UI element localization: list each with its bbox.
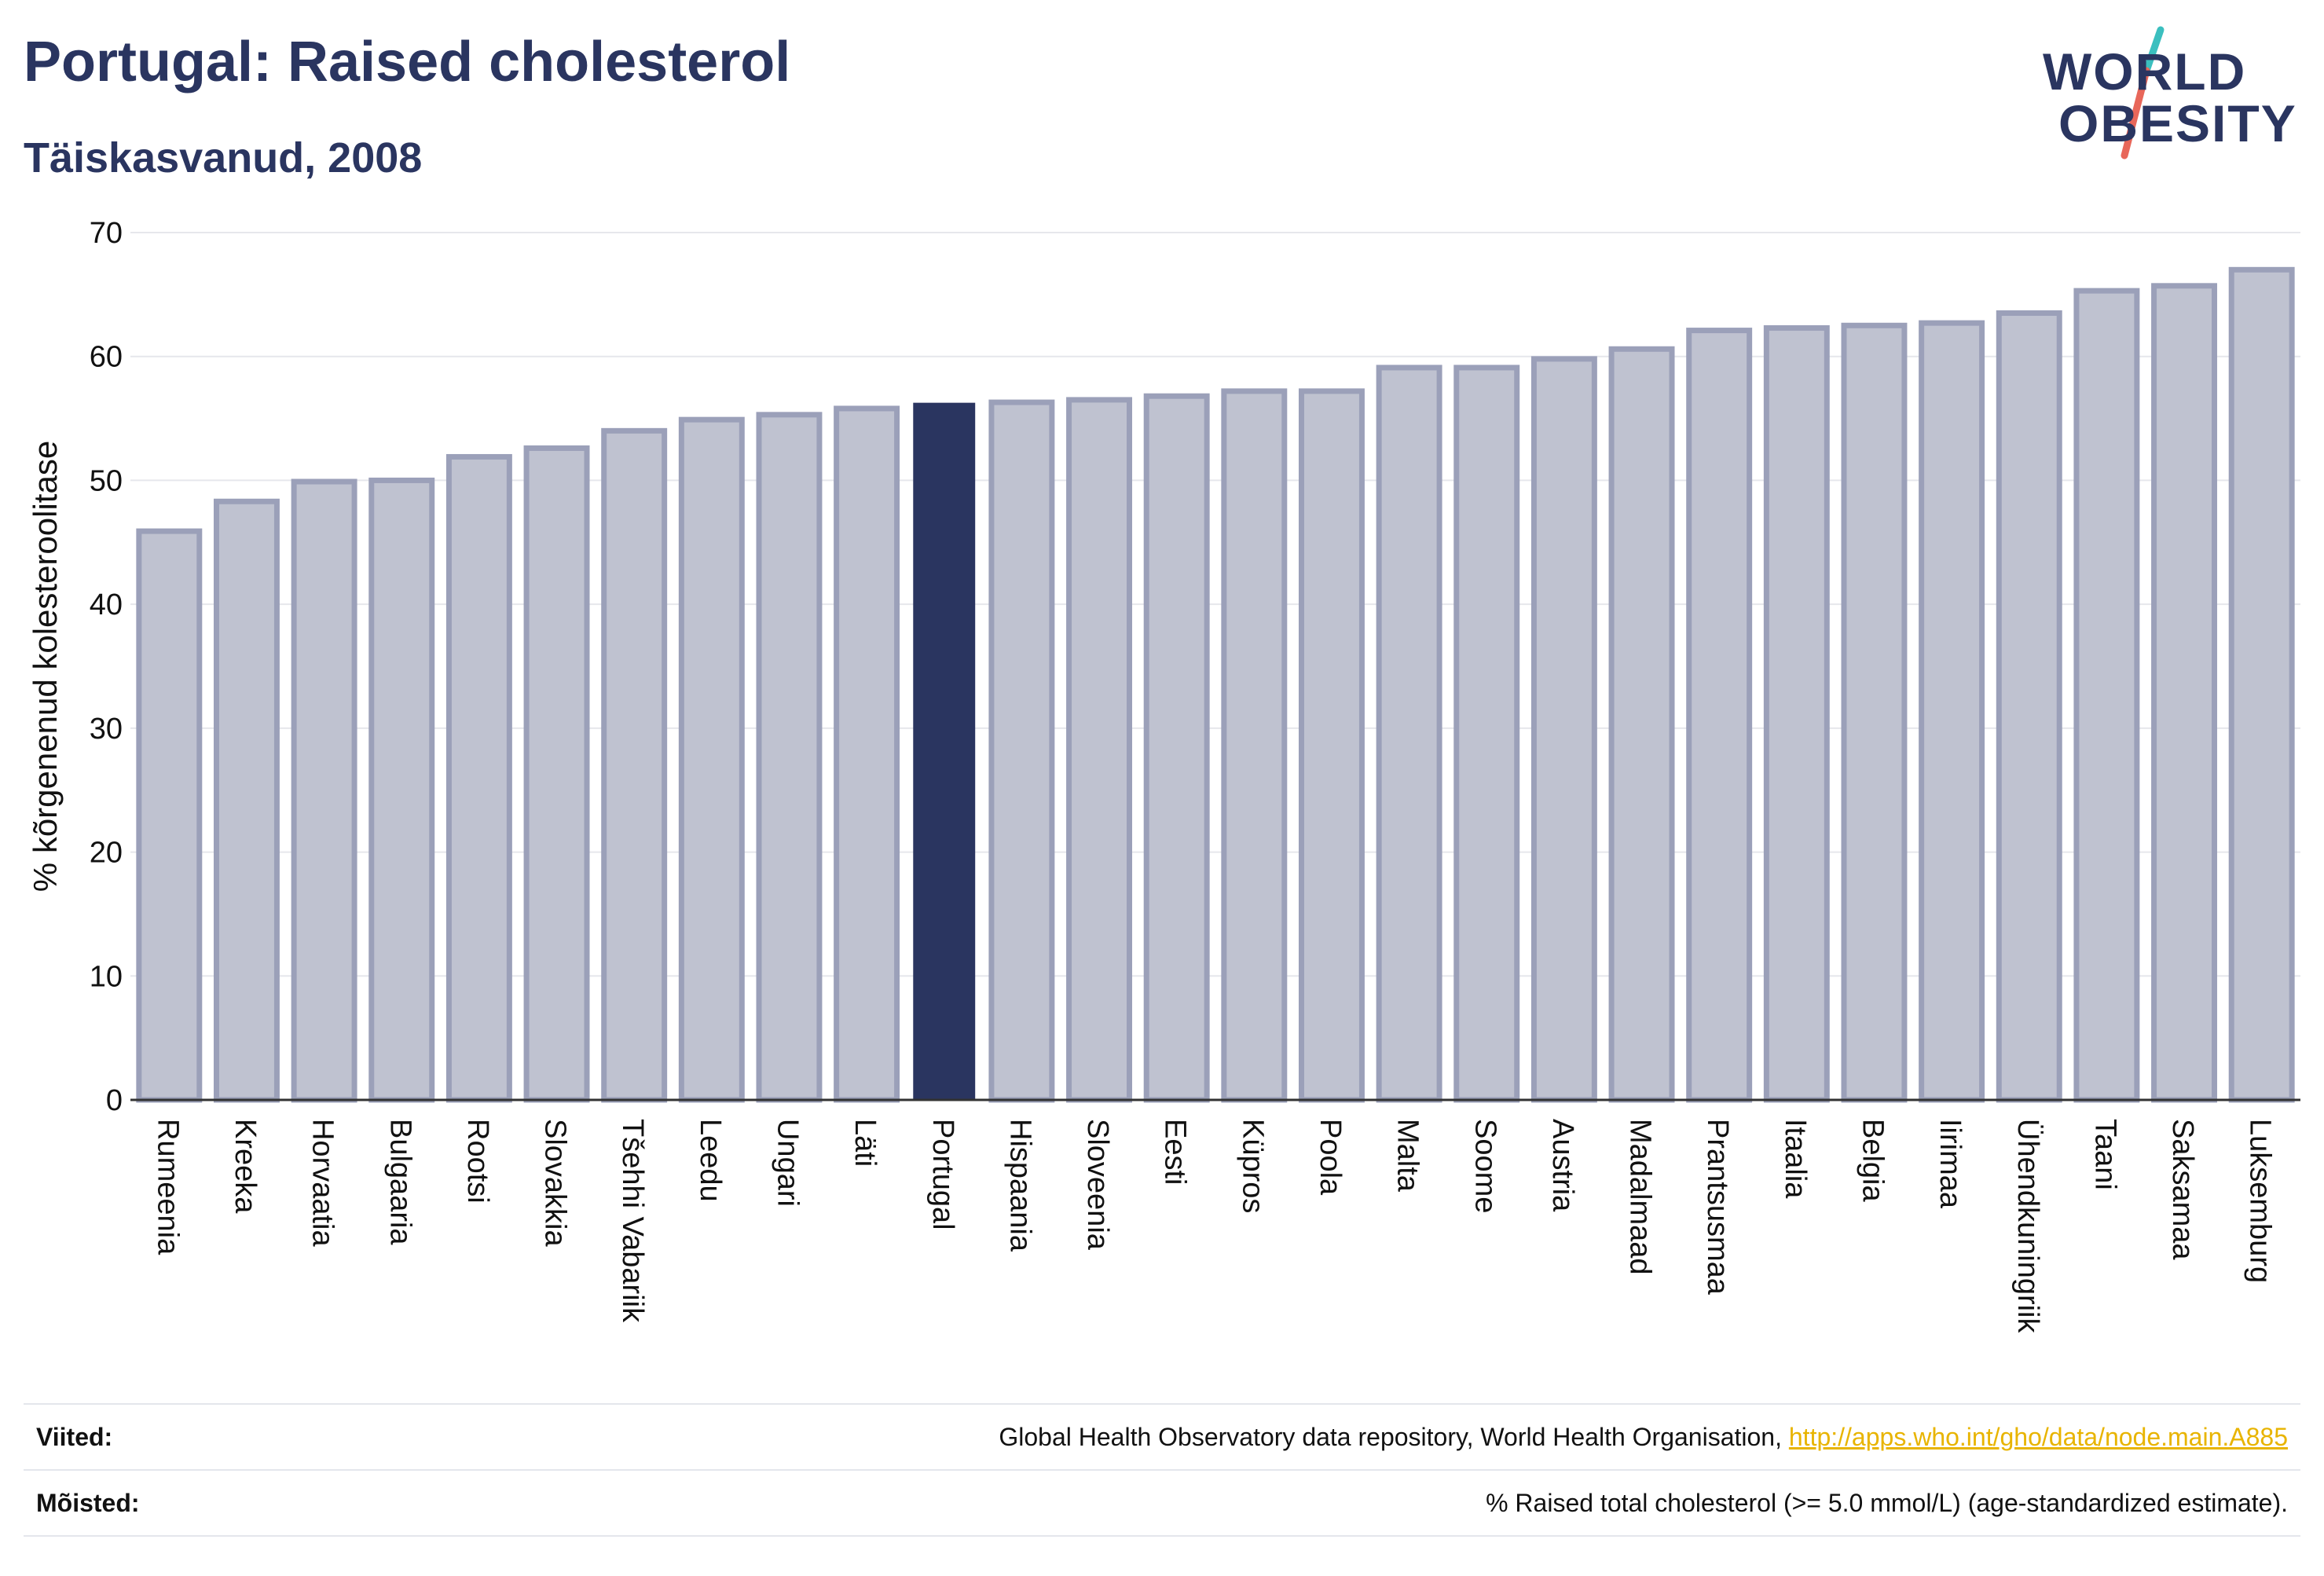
sources-text: Global Health Observatory data repositor… (999, 1422, 1782, 1451)
bar-poola (1298, 388, 1365, 1103)
x-tick-label: Hispaania (1003, 1119, 1036, 1252)
bar-austria (1530, 356, 1597, 1103)
sources-value: Global Health Observatory data repositor… (999, 1423, 2300, 1452)
definitions-value: % Raised total cholesterol (>= 5.0 mmol/… (1486, 1488, 2288, 1517)
bar-läti (834, 405, 900, 1103)
sources-label: Viited: (36, 1422, 113, 1451)
logo-slash-icon (2121, 26, 2165, 159)
footer: Viited: Global Health Observatory data r… (24, 1403, 2300, 1537)
page-title: Portugal: Raised cholesterol (24, 31, 791, 93)
y-axis-label: % kõrgenenud kolesteroolitase (27, 441, 64, 892)
bar-luksemburg (2228, 266, 2295, 1103)
bar-bulgaaria (368, 477, 435, 1103)
bar-saksamaa (2151, 283, 2218, 1103)
page-subtitle: Täiskasvanud, 2008 (24, 134, 423, 181)
footer-sources-row: Viited: Global Health Observatory data r… (24, 1405, 2300, 1469)
bar-chart: 0 10 20 30 40 50 60 70 Rumeenia Kreeka Horvaatia B… (27, 217, 2300, 1333)
x-tick-label: Prantsusmaa (1701, 1119, 1734, 1296)
bar-ühendkuningriik (1996, 310, 2062, 1103)
x-tick-label: Austria (1546, 1119, 1579, 1212)
y-tick-label: 20 (90, 837, 123, 870)
bar-eesti (1143, 393, 1210, 1103)
bar-itaalia (1763, 324, 1830, 1103)
footer-definitions-row: Mõisted: % Raised total cholesterol (>= … (24, 1469, 2300, 1537)
x-tick-label: Iirimaa (1934, 1119, 1967, 1209)
bar-küpros (1221, 388, 1288, 1103)
x-tick-label: Ungari (771, 1119, 804, 1207)
bars (136, 266, 2295, 1103)
x-tick-label: Rootsi (461, 1119, 494, 1204)
bar-rumeenia (136, 528, 203, 1103)
x-tick-label: Kreeka (229, 1119, 262, 1214)
bar-hispaania (988, 399, 1055, 1103)
y-tick-label: 50 (90, 464, 123, 497)
x-tick-label: Soome (1468, 1119, 1501, 1213)
bar-kreeka (213, 498, 280, 1103)
y-tick-label: 30 (90, 713, 123, 746)
x-tick-label: Belgia (1856, 1119, 1889, 1202)
x-axis-ticks: Rumeenia Kreeka Horvaatia Bulgaaria Rootsi Sl… (151, 1119, 2276, 1333)
bar-leedu (678, 416, 745, 1103)
bar-sloveenia (1066, 397, 1133, 1103)
bar-rootsi (445, 453, 512, 1103)
x-tick-label: Taani (2088, 1119, 2121, 1190)
bar-malta (1376, 365, 1442, 1103)
x-tick-label: Horvaatia (306, 1119, 339, 1247)
y-tick-label: 10 (90, 960, 123, 993)
x-tick-label: Ühendkuningriik (2011, 1119, 2044, 1333)
bar-ungari (756, 412, 823, 1103)
bar-taani (2073, 288, 2140, 1103)
x-tick-label: Luksemburg (2244, 1119, 2277, 1283)
bar-tšehhi-vabariik (601, 427, 668, 1103)
logo-line-2: OBESITY (2058, 94, 2297, 152)
x-tick-label: Saksamaa (2166, 1119, 2199, 1260)
bar-iirimaa (1919, 320, 1985, 1103)
bar-portugal (913, 402, 976, 1101)
definitions-label: Mõisted: (36, 1488, 140, 1517)
x-tick-label: Eesti (1159, 1119, 1192, 1185)
sources-link[interactable]: http://apps.who.int/gho/data/node.main.A… (1788, 1422, 2288, 1451)
x-tick-label: Tšehhi Vabariik (616, 1119, 649, 1323)
x-tick-label: Läti (849, 1119, 882, 1167)
x-tick-label: Slovakkia (539, 1119, 572, 1247)
bar-horvaatia (291, 478, 357, 1103)
x-tick-label: Portugal (926, 1119, 959, 1230)
bar-belgia (1841, 322, 1908, 1103)
bar-soome (1453, 365, 1520, 1103)
x-tick-label: Itaalia (1779, 1119, 1812, 1199)
x-tick-label: Sloveenia (1081, 1119, 1114, 1251)
x-tick-label: Poola (1314, 1119, 1347, 1196)
bar-slovakkia (523, 445, 590, 1103)
x-tick-label: Leedu (694, 1119, 727, 1202)
y-axis-ticks: 0 10 20 30 40 50 60 70 (90, 217, 123, 1117)
x-tick-label: Madalmaad (1624, 1119, 1657, 1275)
y-tick-label: 60 (90, 341, 123, 374)
y-tick-label: 0 (106, 1084, 123, 1117)
x-tick-label: Bulgaaria (383, 1119, 416, 1245)
y-tick-label: 70 (90, 217, 123, 250)
x-tick-label: Malta (1391, 1119, 1424, 1193)
y-tick-label: 40 (90, 588, 123, 621)
x-tick-label: Küpros (1236, 1119, 1269, 1213)
world-obesity-logo: WORLD OBESITY (2043, 22, 2310, 171)
x-tick-label: Rumeenia (151, 1119, 184, 1255)
bar-madalmaad (1608, 346, 1675, 1103)
logo-line-1: WORLD (2043, 42, 2247, 101)
bar-prantsusmaa (1686, 328, 1753, 1103)
